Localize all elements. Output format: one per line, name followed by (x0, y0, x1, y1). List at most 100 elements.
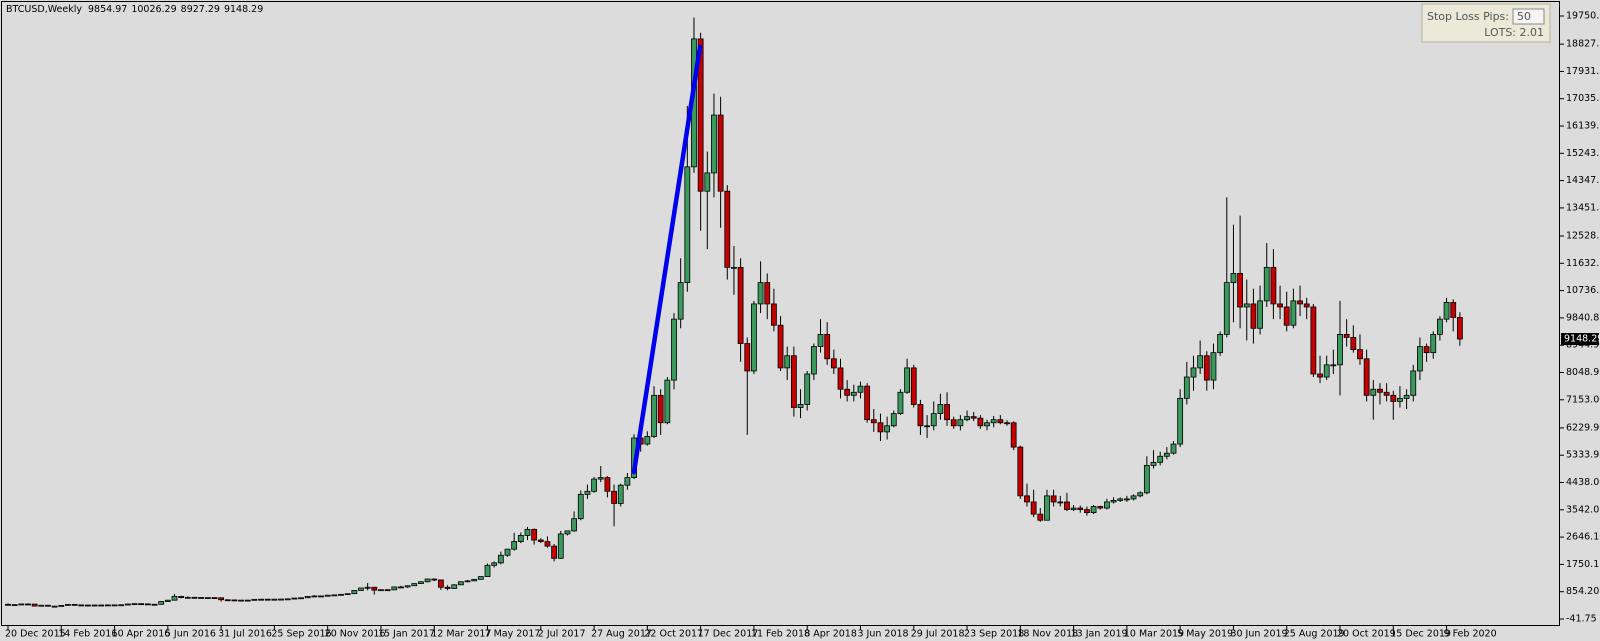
x-tick-label: 7 May 2017 (485, 629, 541, 640)
candle-body (577, 493, 584, 520)
candle-body (517, 535, 524, 542)
stop-loss-input[interactable] (1512, 8, 1545, 25)
candle-body (1317, 373, 1323, 378)
x-tick-label: 10 Mar 2019 (1124, 629, 1184, 640)
candle-body (1177, 397, 1184, 445)
x-tick-label: 20 Dec 2015 (5, 629, 66, 640)
candle-body (544, 541, 551, 547)
candle-body (724, 190, 731, 268)
candle-body (1090, 506, 1097, 514)
candle-body (158, 601, 165, 605)
candle-body (378, 589, 384, 592)
candle-body (1437, 318, 1443, 335)
candle-body (797, 404, 804, 408)
candle-body (1257, 300, 1263, 329)
x-tick-label: 15 Jan 2017 (378, 629, 435, 640)
x-tick-label: 23 Sep 2018 (964, 629, 1024, 640)
candle-body (1290, 300, 1297, 326)
candle-body (484, 564, 491, 577)
candle-body (398, 586, 404, 589)
candle-body (571, 518, 577, 532)
candle-body (338, 593, 344, 596)
candle-body (124, 603, 131, 606)
stop-loss-value[interactable]: 50 (1517, 10, 1531, 23)
candle-body (497, 554, 504, 564)
candle-body (1277, 303, 1283, 308)
candle-body (1363, 358, 1370, 396)
y-tick-label: 10736.80 (1566, 285, 1600, 296)
candle-body (51, 605, 58, 608)
candle-body (611, 490, 617, 504)
candle-body (1203, 355, 1210, 381)
candle-body (18, 603, 25, 606)
candle-body (224, 599, 231, 602)
candle-body (1210, 352, 1217, 381)
x-tick-label: 29 Jul 2018 (911, 629, 965, 640)
candle-body (651, 394, 657, 437)
candle-body (11, 604, 18, 607)
candle-body (671, 318, 677, 381)
candle-body (298, 597, 304, 600)
x-tick-label: 2 Jul 2017 (538, 629, 586, 640)
x-tick-label: 5 Jun 2016 (165, 629, 216, 640)
x-tick-label: 5 May 2019 (1177, 629, 1233, 640)
candle-body (890, 413, 897, 427)
candle-body (45, 604, 51, 607)
x-tick-label: 13 Jan 2019 (1071, 629, 1128, 640)
candle-body (930, 413, 937, 427)
candle-body (1037, 513, 1044, 521)
candle-body (1223, 282, 1230, 335)
candle-body (1123, 498, 1130, 501)
candle-body (431, 578, 438, 581)
candle-body (877, 422, 884, 433)
candle-body (904, 367, 910, 393)
y-tick-label: 17035.60 (1566, 93, 1600, 104)
candle-body (531, 528, 538, 541)
y-tick-label: 13451.80 (1566, 202, 1600, 213)
candle-body (711, 114, 717, 174)
candle-body (1024, 495, 1030, 503)
candle-body (1410, 370, 1417, 396)
candle-body (964, 416, 970, 421)
candle-body (1010, 422, 1017, 448)
x-tick-label: 20 Oct 2019 (1337, 629, 1396, 640)
y-tick-label: 1750.15 (1566, 559, 1600, 570)
candle-body (404, 585, 411, 588)
candle-body (917, 404, 924, 427)
candle-body (1343, 333, 1350, 338)
x-tick-label: 27 Aug 2017 (591, 629, 652, 640)
candle-body (351, 590, 358, 595)
candle-body (990, 419, 997, 424)
y-tick-label: 19750.85 (1566, 10, 1600, 21)
candle-body (830, 358, 837, 369)
candle-body (244, 599, 251, 602)
y-tick-label: 5333.95 (1566, 450, 1600, 461)
x-tick-label: 11 Feb 2018 (751, 629, 810, 640)
candle-body (924, 425, 930, 428)
candle-body (1170, 443, 1177, 454)
candle-body (897, 391, 904, 414)
candle-body (191, 596, 198, 599)
candle-body (85, 604, 91, 607)
candle-body (937, 404, 944, 414)
candle-body (391, 586, 398, 591)
candle-body (864, 385, 871, 421)
candle-body (850, 391, 857, 396)
candle-body (817, 333, 824, 347)
candle-body (344, 593, 351, 596)
candle-body (1077, 507, 1084, 510)
candle-body (837, 367, 844, 390)
trend-line[interactable] (631, 44, 703, 475)
candle-body (451, 584, 458, 589)
candle-body (278, 598, 284, 601)
candle-body (1130, 495, 1137, 500)
candle-body (957, 419, 964, 427)
candle-body (1143, 464, 1150, 494)
candle-body (1004, 422, 1010, 425)
candle-body (744, 343, 751, 372)
candle-body (118, 604, 125, 607)
candle-body (464, 580, 471, 583)
candle-body (584, 490, 591, 495)
